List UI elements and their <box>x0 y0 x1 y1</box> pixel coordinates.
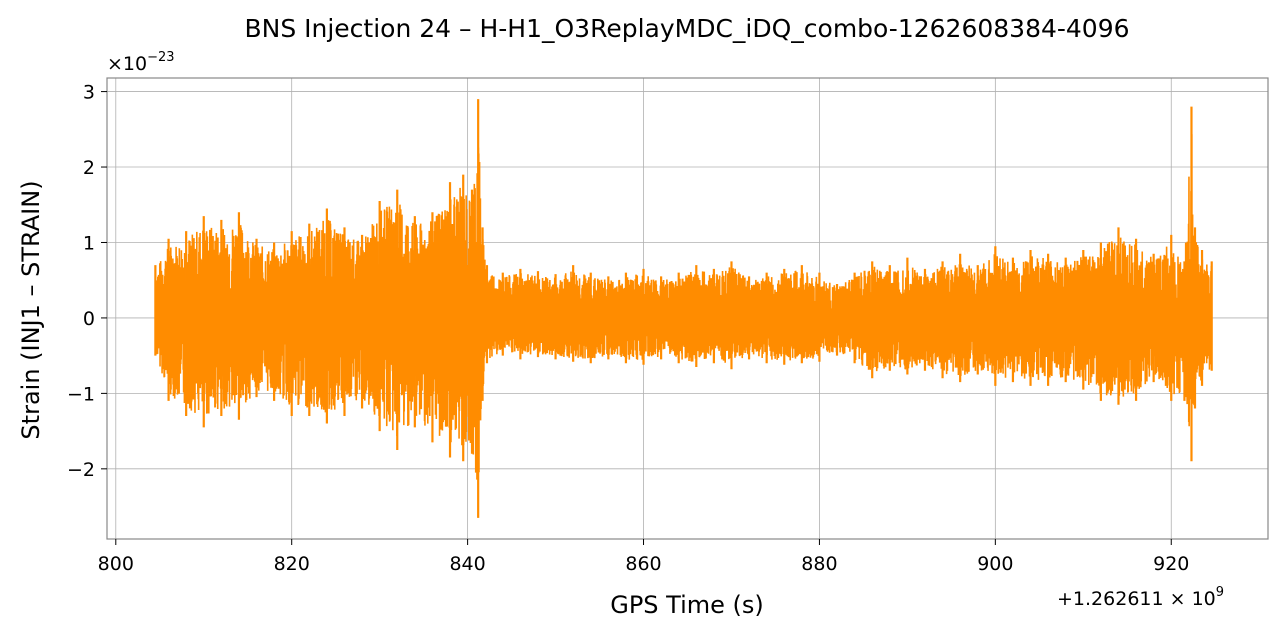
y-scale-multiplier: ×10−23 <box>107 50 175 75</box>
x-tick-label: 860 <box>625 553 661 575</box>
strain-trace <box>154 134 1213 480</box>
x-tick-label: 920 <box>1153 553 1189 575</box>
x-tick-label: 880 <box>801 553 837 575</box>
x-tick-label: 900 <box>977 553 1013 575</box>
x-tick-label: 840 <box>449 553 485 575</box>
x-axis-label: GPS Time (s) <box>610 591 764 619</box>
x-offset-exponent: 9 <box>1216 585 1224 600</box>
y-axis-ticks: −2 −1 0 1 2 3 <box>67 82 107 481</box>
y-axis-label: Strain (INJ1 – STRAIN) <box>17 180 45 439</box>
x-tick-label: 820 <box>274 553 310 575</box>
y-tick-label: 3 <box>83 82 95 104</box>
y-tick-label: 1 <box>83 232 95 254</box>
y-tick-label: 0 <box>83 308 95 330</box>
x-offset-label: +1.262611 × 109 <box>1057 585 1224 610</box>
chart-title: BNS Injection 24 – H-H1_O3ReplayMDC_iDQ_… <box>244 14 1129 43</box>
plot-frame <box>106 77 1269 540</box>
y-scale-exponent: −23 <box>147 50 174 65</box>
series-group <box>154 99 1213 518</box>
x-axis-ticks: 800 820 840 860 880 900 920 <box>98 539 1189 575</box>
x-tick-label: 800 <box>98 553 134 575</box>
y-tick-label: 2 <box>83 157 95 179</box>
y-tick-label: −1 <box>67 383 95 405</box>
y-tick-label: −2 <box>67 459 95 481</box>
